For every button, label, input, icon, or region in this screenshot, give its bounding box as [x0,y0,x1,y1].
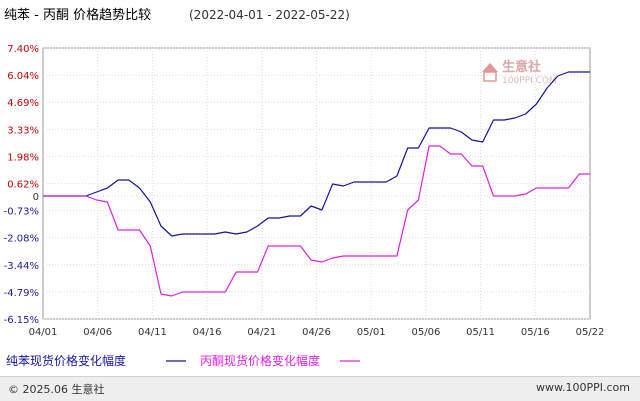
watermark-text: 生意社 [502,59,541,75]
footer-copyright: © 2025.06 生意社 [8,383,105,396]
y-tick-label: 6.04% [7,71,39,82]
y-tick-label: -6.15% [4,315,39,326]
y-axis-ticks: 7.40% 6.04% 4.69% 3.33% 1.98% 0.62%0 -0.73% -2.… [4,44,39,326]
chart-date-range: (2022-04-01 - 2022-05-22) [189,8,350,22]
x-tick-label: 05/11 [466,327,495,338]
x-tick-label: 04/21 [247,327,276,338]
y-tick-label: -4.79% [4,288,39,299]
x-tick-label: 04/16 [193,327,222,338]
series-line-acetone [43,145,590,297]
y-tick-label: 0.62% [7,180,39,191]
legend-label-benzene: 纯苯现货价格变化幅度 [6,353,126,368]
y-tick-label: 3.33% [7,125,39,136]
grid [43,47,590,320]
y-tick-label: -2.08% [4,234,39,245]
watermark-logo: 生意社 100PPI.COM [482,59,557,86]
footer-bar: © 2025.06 生意社 www.100PPI.com [0,376,640,401]
y-tick-label: 4.69% [7,98,39,109]
watermark-house-icon [483,71,497,82]
series-line-benzene [43,71,590,237]
legend: 纯苯现货价格变化幅度 丙酮现货价格变化幅度 [6,353,360,368]
x-axis-ticks: 04/01 04/06 04/11 04/16 04/21 04/26 05/01 05/06… [29,327,605,338]
x-tick-label: 05/01 [357,327,386,338]
y-tick-label: 0 [33,192,39,203]
x-tick-label: 05/22 [576,327,605,338]
watermark-subtext: 100PPI.COM [502,76,557,86]
y-tick-label: -3.44% [4,261,39,272]
x-tick-label: 04/11 [138,327,167,338]
x-tick-label: 05/16 [521,327,550,338]
legend-label-acetone: 丙酮现货价格变化幅度 [200,353,320,368]
y-tick-label: 7.40% [7,44,39,55]
footer-url-link[interactable]: www.100PPI.com [536,381,630,394]
x-tick-label: 04/01 [29,327,58,338]
x-tick-label: 04/26 [302,327,331,338]
x-tick-label: 05/06 [411,327,440,338]
watermark-roof-icon [482,63,498,72]
chart-title: 纯苯 - 丙酮 价格趋势比较 [4,7,151,23]
price-trend-chart: 纯苯 - 丙酮 价格趋势比较 (2022-04-01 - 2022-05-22)… [4,7,605,368]
y-tick-label: 1.98% [7,152,39,163]
y-tick-label: -0.73% [4,207,39,218]
series-lines [43,71,590,297]
x-tick-label: 04/06 [83,327,112,338]
